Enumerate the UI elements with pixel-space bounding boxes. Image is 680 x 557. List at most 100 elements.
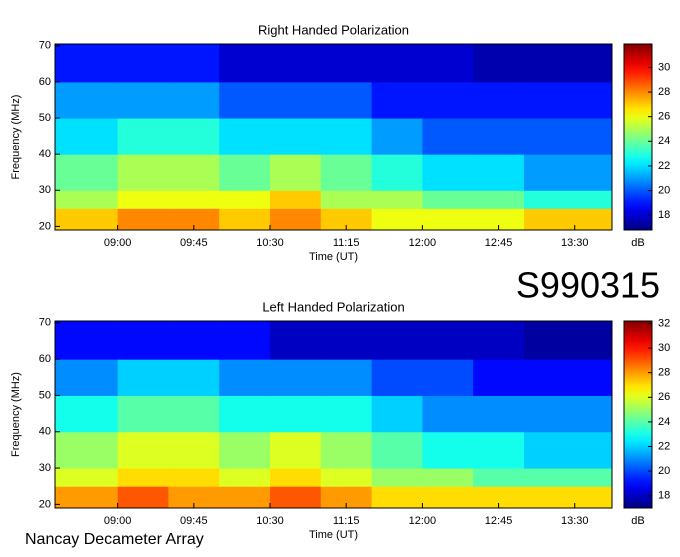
y-tick-label: 50 <box>39 112 51 124</box>
y-tick-label: 20 <box>39 220 51 232</box>
heatmap-cell <box>371 190 423 209</box>
heatmap-cell <box>371 395 423 433</box>
heatmap-cell <box>422 395 474 433</box>
heatmap-cell <box>422 154 474 191</box>
heatmap-cell <box>473 431 525 469</box>
heatmap-cell <box>55 81 119 119</box>
x-tick-label: 09:45 <box>180 237 208 249</box>
y-axis-label: Frequency (MHz) <box>10 95 22 180</box>
plot-frame <box>54 320 613 509</box>
heatmap-cell <box>219 486 271 509</box>
heatmap-cell <box>168 208 220 231</box>
heatmap-cell <box>117 431 169 469</box>
x-tick-label: 13:30 <box>561 515 589 527</box>
heatmap-cell <box>523 118 613 155</box>
heatmap-cell <box>219 468 271 487</box>
heatmap-cell <box>219 154 271 191</box>
colorbar <box>623 320 653 509</box>
heatmap-cell <box>320 321 373 360</box>
colorbar-tick-label: 24 <box>658 135 670 147</box>
heatmap-cell <box>219 190 271 209</box>
x-tick-label: 13:30 <box>561 237 589 249</box>
source-label: Nancay Decameter Array <box>25 531 204 548</box>
x-tick-label: 09:45 <box>180 515 208 527</box>
heatmap-cell <box>117 359 169 396</box>
heatmap-cell <box>117 321 169 360</box>
colorbar-tick-label: 26 <box>658 111 670 123</box>
x-axis-label: Time (UT) <box>309 529 358 541</box>
heatmap-cell <box>473 154 525 191</box>
heatmap-cell <box>219 44 271 83</box>
heatmap-cell <box>219 321 271 360</box>
heatmap-cell <box>55 190 119 209</box>
heatmap-cell <box>473 321 525 360</box>
heatmap-cell <box>55 395 119 433</box>
heatmap-cell <box>219 208 271 231</box>
heatmap-cell <box>523 468 613 487</box>
heatmap-cell <box>168 395 220 433</box>
heatmap-cell <box>117 154 169 191</box>
heatmap-cell <box>270 208 322 231</box>
heatmap-cell <box>371 431 423 469</box>
y-tick-label: 50 <box>39 389 51 401</box>
heatmap-cell <box>422 468 474 487</box>
heatmap-cell <box>371 359 423 396</box>
x-tick-label: 10:30 <box>256 515 284 527</box>
plot-frame <box>54 43 613 231</box>
heatmap-cell <box>371 154 423 191</box>
y-tick-label: 70 <box>39 40 51 52</box>
heatmap-cell <box>117 468 169 487</box>
x-tick-label: 12:45 <box>485 515 513 527</box>
heatmap-cell <box>523 395 613 433</box>
colorbar-tick-label: 28 <box>658 367 670 379</box>
heatmap-cell <box>422 118 474 155</box>
x-axis-label: Time (UT) <box>309 251 358 263</box>
colorbar-label: dB <box>631 237 644 249</box>
x-tick-label: 09:00 <box>104 515 132 527</box>
heatmap-cell <box>473 359 525 396</box>
heatmap-cell <box>117 118 169 155</box>
event-id: S990315 <box>516 265 660 306</box>
colorbar-tick-label: 20 <box>658 465 670 477</box>
heatmap-cell <box>320 468 373 487</box>
colorbar-tick-label: 32 <box>658 317 670 329</box>
heatmap-cell <box>473 468 525 487</box>
heatmap-cell <box>270 468 322 487</box>
heatmap-cell <box>371 118 423 155</box>
heatmap-cell <box>422 208 474 231</box>
heatmap-cell <box>270 486 322 509</box>
heatmap-cell <box>320 154 373 191</box>
chart-title: Left Handed Polarization <box>262 299 404 314</box>
heatmap-cell <box>219 431 271 469</box>
colorbar <box>623 43 653 231</box>
heatmap-cell <box>55 486 119 509</box>
heatmap-cell <box>473 118 525 155</box>
heatmap-cell <box>422 359 474 396</box>
heatmap-cell <box>55 359 119 396</box>
heatmap-cell <box>523 431 613 469</box>
heatmap-cell <box>523 44 613 83</box>
heatmap-cell <box>523 81 613 119</box>
heatmap-cell <box>422 321 474 360</box>
heatmap-cell <box>320 81 373 119</box>
heatmap-cell <box>523 486 613 509</box>
heatmap-cell <box>219 118 271 155</box>
x-tick-label: 12:00 <box>409 515 437 527</box>
y-tick-label: 40 <box>39 426 51 438</box>
y-tick-label: 60 <box>39 76 51 88</box>
colorbar-tick-label: 22 <box>658 440 670 452</box>
heatmap-cell <box>168 486 220 509</box>
heatmap-cell <box>523 208 613 231</box>
heatmap-cell <box>168 118 220 155</box>
heatmap-cell <box>371 81 423 119</box>
heatmap-cell <box>371 321 423 360</box>
heatmap-cell <box>371 208 423 231</box>
x-tick-label: 12:45 <box>485 237 513 249</box>
heatmap-cell <box>55 321 119 360</box>
heatmap-cell <box>523 154 613 191</box>
heatmap-cell <box>55 44 119 83</box>
x-tick-label: 11:15 <box>333 515 360 527</box>
heatmap-cell <box>219 81 271 119</box>
heatmap-cell <box>523 190 613 209</box>
